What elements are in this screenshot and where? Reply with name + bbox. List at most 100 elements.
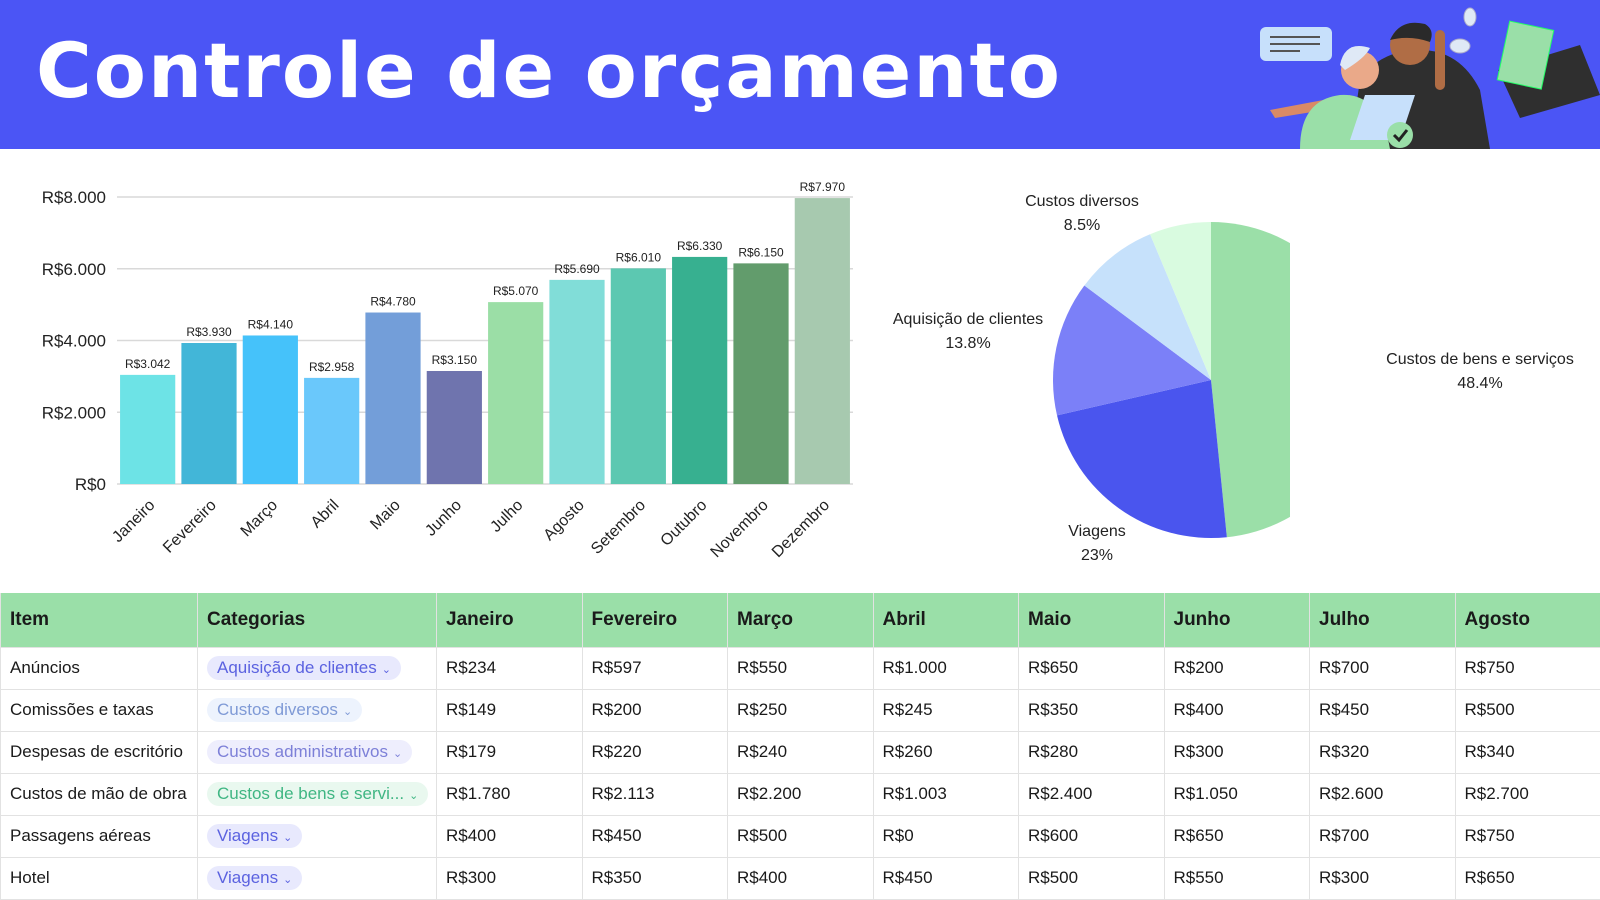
amount-cell[interactable]: R$2.700 [1455,773,1600,815]
amount-cell[interactable]: R$2.400 [1019,773,1165,815]
pie-label-name: Aquisição de clientes [838,308,1098,332]
amount-cell[interactable]: R$200 [1164,647,1310,689]
y-tick-label: R$0 [75,475,106,494]
x-tick-label: Junho [422,497,465,540]
category-cell[interactable]: Custos diversos ⌄ [198,689,437,731]
x-tick-label: Novembro [708,497,772,561]
amount-cell[interactable]: R$650 [1164,815,1310,857]
category-label: Custos diversos [217,700,338,719]
amount-cell[interactable]: R$300 [1310,857,1456,899]
item-cell[interactable]: Anúncios [1,647,198,689]
item-cell[interactable]: Custos de mão de obra [1,773,198,815]
column-header: Junho [1164,593,1310,647]
amount-cell[interactable]: R$500 [1455,689,1600,731]
x-tick-label: Maio [367,497,404,534]
amount-cell[interactable]: R$550 [728,647,874,689]
amount-cell[interactable]: R$650 [1455,857,1600,899]
pie-label-name: Custos de bens e serviços [1350,348,1600,372]
category-cell[interactable]: Aquisição de clientes⌄ [198,647,437,689]
pie-label-name: Custos diversos [952,190,1212,214]
amount-cell[interactable]: R$340 [1455,731,1600,773]
amount-cell[interactable]: R$550 [1164,857,1310,899]
amount-cell[interactable]: R$597 [582,647,728,689]
category-dropdown[interactable]: Custos de bens e servi...⌄ [207,782,428,806]
amount-cell[interactable]: R$500 [728,815,874,857]
x-tick-label: Julho [487,497,526,536]
amount-cell[interactable]: R$400 [1164,689,1310,731]
category-cell[interactable]: Viagens⌄ [198,857,437,899]
amount-cell[interactable]: R$450 [873,857,1019,899]
category-dropdown[interactable]: Custos diversos ⌄ [207,698,362,722]
amount-cell[interactable]: R$400 [728,857,874,899]
column-header: Julho [1310,593,1456,647]
amount-cell[interactable]: R$350 [1019,689,1165,731]
bar-junho [427,371,482,484]
category-dropdown[interactable]: Custos administrativos⌄ [207,740,412,764]
item-cell[interactable]: Despesas de escritório [1,731,198,773]
amount-cell[interactable]: R$2.200 [728,773,874,815]
amount-cell[interactable]: R$1.003 [873,773,1019,815]
y-tick-label: R$4.000 [42,332,106,351]
x-tick-label: Abril [308,497,343,532]
people-money-illustration [1240,0,1600,149]
amount-cell[interactable]: R$200 [582,689,728,731]
amount-cell[interactable]: R$1.000 [873,647,1019,689]
bar-agosto [549,280,604,484]
bar-data-label: R$5.070 [493,284,539,298]
amount-cell[interactable]: R$260 [873,731,1019,773]
pie-label-pct: 13.8% [838,332,1098,356]
amount-cell[interactable]: R$149 [437,689,583,731]
amount-cell[interactable]: R$179 [437,731,583,773]
amount-cell[interactable]: R$245 [873,689,1019,731]
amount-cell[interactable]: R$450 [582,815,728,857]
table-row: Custos de mão de obra Custos de bens e se… [1,773,1600,815]
amount-cell[interactable]: R$320 [1310,731,1456,773]
bar-data-label: R$3.150 [432,353,478,367]
bar-julho [488,302,543,484]
amount-cell[interactable]: R$0 [873,815,1019,857]
amount-cell[interactable]: R$1.780 [437,773,583,815]
amount-cell[interactable]: R$250 [728,689,874,731]
category-label: Viagens [217,868,278,887]
amount-cell[interactable]: R$750 [1455,815,1600,857]
amount-cell[interactable]: R$234 [437,647,583,689]
category-label: Aquisição de clientes [217,658,377,677]
amount-cell[interactable]: R$450 [1310,689,1456,731]
amount-cell[interactable]: R$700 [1310,647,1456,689]
category-dropdown[interactable]: Viagens⌄ [207,824,302,848]
category-dropdown[interactable]: Viagens⌄ [207,866,302,890]
amount-cell[interactable]: R$280 [1019,731,1165,773]
amount-cell[interactable]: R$300 [1164,731,1310,773]
amount-cell[interactable]: R$700 [1310,815,1456,857]
item-cell[interactable]: Hotel [1,857,198,899]
item-cell[interactable]: Comissões e taxas [1,689,198,731]
chevron-down-icon: ⌄ [343,706,352,718]
column-header: Janeiro [437,593,583,647]
bar-setembro [611,268,666,484]
category-cell[interactable]: Viagens⌄ [198,815,437,857]
column-header: Maio [1019,593,1165,647]
x-tick-label: Março [238,497,282,541]
bar-maio [365,313,420,484]
amount-cell[interactable]: R$350 [582,857,728,899]
amount-cell[interactable]: R$650 [1019,647,1165,689]
amount-cell[interactable]: R$500 [1019,857,1165,899]
amount-cell[interactable]: R$600 [1019,815,1165,857]
chevron-down-icon: ⌄ [409,790,418,802]
amount-cell[interactable]: R$750 [1455,647,1600,689]
amount-cell[interactable]: R$400 [437,815,583,857]
category-cell[interactable]: Custos de bens e servi...⌄ [198,773,437,815]
bar-outubro [672,257,727,484]
column-header: Abril [873,593,1019,647]
amount-cell[interactable]: R$240 [728,731,874,773]
category-cell[interactable]: Custos administrativos⌄ [198,731,437,773]
amount-cell[interactable]: R$220 [582,731,728,773]
amount-cell[interactable]: R$2.600 [1310,773,1456,815]
amount-cell[interactable]: R$1.050 [1164,773,1310,815]
item-cell[interactable]: Passagens aéreas [1,815,198,857]
amount-cell[interactable]: R$2.113 [582,773,728,815]
bar-data-label: R$6.330 [677,239,723,253]
category-dropdown[interactable]: Aquisição de clientes⌄ [207,656,401,680]
amount-cell[interactable]: R$300 [437,857,583,899]
